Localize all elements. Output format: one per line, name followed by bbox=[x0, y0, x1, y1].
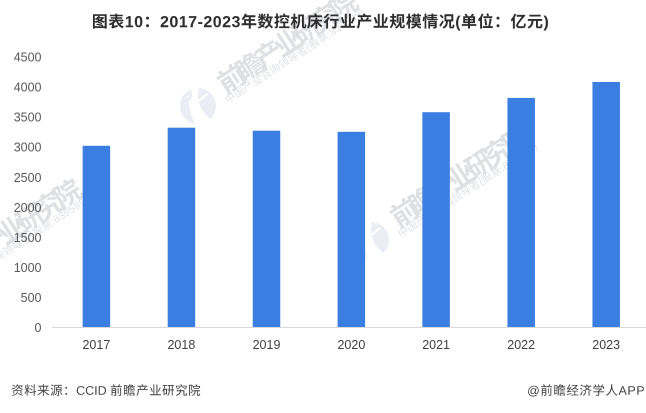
svg-text:3500: 3500 bbox=[14, 111, 42, 125]
svg-text:2017: 2017 bbox=[82, 338, 110, 352]
svg-text:1000: 1000 bbox=[14, 261, 42, 275]
svg-text:500: 500 bbox=[21, 291, 42, 305]
svg-text:2000: 2000 bbox=[14, 201, 42, 215]
svg-text:0: 0 bbox=[35, 321, 42, 335]
svg-text:3000: 3000 bbox=[14, 141, 42, 155]
svg-text:1500: 1500 bbox=[14, 231, 42, 245]
svg-text:2020: 2020 bbox=[337, 338, 365, 352]
svg-text:4500: 4500 bbox=[14, 51, 42, 65]
svg-text:4000: 4000 bbox=[14, 81, 42, 95]
svg-text:2022: 2022 bbox=[507, 338, 535, 352]
svg-text:2021: 2021 bbox=[422, 338, 450, 352]
svg-text:2023: 2023 bbox=[592, 338, 620, 352]
svg-text:2018: 2018 bbox=[167, 338, 195, 352]
svg-text:2500: 2500 bbox=[14, 171, 42, 185]
svg-text:2019: 2019 bbox=[253, 338, 281, 352]
